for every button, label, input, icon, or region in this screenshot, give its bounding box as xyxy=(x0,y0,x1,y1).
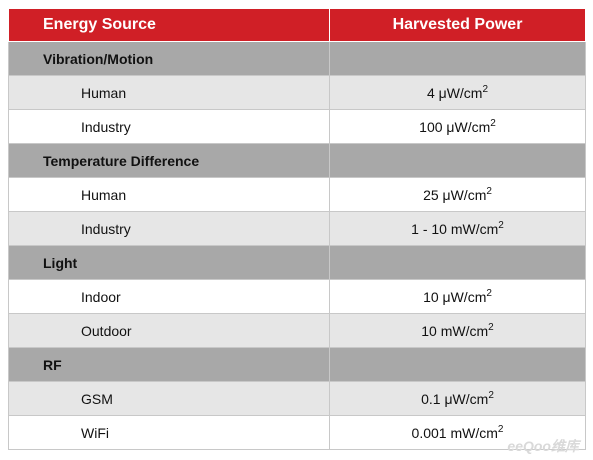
group-empty-cell xyxy=(329,245,586,280)
row-value: 1 - 10 mW/cm2 xyxy=(329,211,586,246)
row-label: Indoor xyxy=(8,279,330,314)
value-exponent: 2 xyxy=(497,423,504,435)
table-row: Human 4 μW/cm2 xyxy=(8,75,586,110)
table-header-row: Energy Source Harvested Power xyxy=(8,8,586,42)
group-label: RF xyxy=(8,347,330,382)
row-label: Industry xyxy=(8,109,330,144)
table-row: Outdoor 10 mW/cm2 xyxy=(8,313,586,348)
value-exponent: 2 xyxy=(482,83,489,95)
row-label: Industry xyxy=(8,211,330,246)
group-empty-cell xyxy=(329,41,586,76)
row-value: 100 μW/cm2 xyxy=(329,109,586,144)
energy-harvesting-table-container: Energy Source Harvested Power Vibration/… xyxy=(8,8,586,450)
header-harvested-power: Harvested Power xyxy=(329,8,586,42)
value-text: 100 μW/cm xyxy=(419,118,491,135)
table-row: Indoor 10 μW/cm2 xyxy=(8,279,586,314)
value-text: 4 μW/cm xyxy=(426,84,483,101)
value-text: 10 mW/cm xyxy=(421,322,489,339)
row-label: Human xyxy=(8,75,330,110)
row-label: GSM xyxy=(8,381,330,416)
value-text: 0.001 mW/cm xyxy=(411,424,498,441)
group-label: Vibration/Motion xyxy=(8,41,330,76)
row-value: 10 mW/cm2 xyxy=(329,313,586,348)
row-value: 0.1 μW/cm2 xyxy=(329,381,586,416)
value-exponent: 2 xyxy=(498,219,504,231)
group-row: Light xyxy=(8,245,586,280)
row-label: WiFi xyxy=(8,415,330,450)
row-value: 0.001 mW/cm2 xyxy=(329,415,586,450)
row-label: Outdoor xyxy=(8,313,330,348)
table-row: GSM 0.1 μW/cm2 xyxy=(8,381,586,416)
row-label: Human xyxy=(8,177,330,212)
value-exponent: 2 xyxy=(486,287,492,299)
group-empty-cell xyxy=(329,347,586,382)
group-row: Temperature Difference xyxy=(8,143,586,178)
value-exponent: 2 xyxy=(488,389,494,401)
value-exponent: 2 xyxy=(488,321,494,333)
table-row: Human 25 μW/cm2 xyxy=(8,177,586,212)
value-text: 25 μW/cm xyxy=(423,186,487,203)
value-text: 10 μW/cm xyxy=(423,288,487,305)
header-energy-source: Energy Source xyxy=(8,8,330,42)
value-exponent: 2 xyxy=(490,117,496,129)
energy-harvesting-table: Energy Source Harvested Power Vibration/… xyxy=(8,8,586,450)
group-row: Vibration/Motion xyxy=(8,41,586,76)
row-value: 10 μW/cm2 xyxy=(329,279,586,314)
row-value: 25 μW/cm2 xyxy=(329,177,586,212)
group-label: Light xyxy=(8,245,330,280)
value-exponent: 2 xyxy=(486,185,492,197)
table-row: Industry 100 μW/cm2 xyxy=(8,109,586,144)
value-text: 0.1 μW/cm xyxy=(421,390,489,407)
row-value: 4 μW/cm2 xyxy=(329,75,586,110)
value-text: 1 - 10 mW/cm xyxy=(411,220,499,237)
watermark: eeQoo维库 xyxy=(507,438,579,454)
group-empty-cell xyxy=(329,143,586,178)
group-label: Temperature Difference xyxy=(8,143,330,178)
table-row: WiFi 0.001 mW/cm2 xyxy=(8,415,586,450)
table-row: Industry 1 - 10 mW/cm2 xyxy=(8,211,586,246)
group-row: RF xyxy=(8,347,586,382)
